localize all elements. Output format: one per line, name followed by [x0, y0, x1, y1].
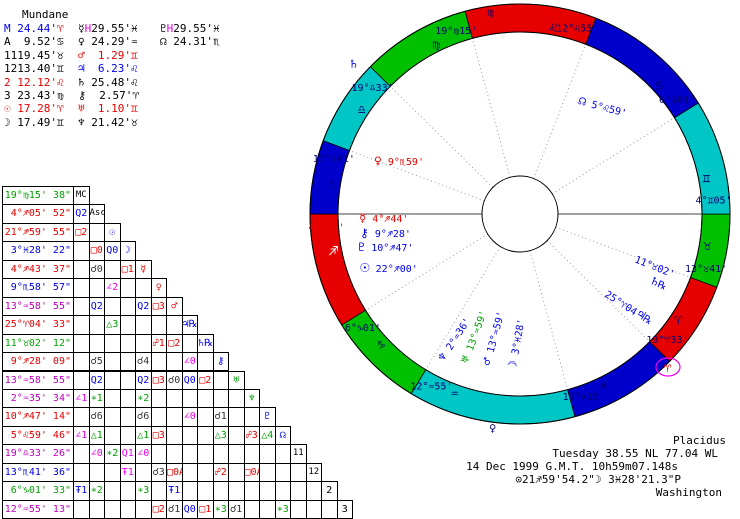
house-cusp-label: 6°♋01' [659, 95, 695, 106]
position-row: ☽ 17.49'♊ [4, 115, 64, 129]
house-cusp-label: 4°♊05' [695, 195, 731, 206]
wheel-planet-moon: ☽ 3°♓28' [505, 317, 527, 368]
zodiac-sign-♏-icon: ♏ [329, 177, 337, 192]
zodiac-sign-♒-icon: ♒ [451, 386, 459, 401]
wheel-planet-chiron: ⚷ 9°♐28' [360, 226, 411, 240]
chart-info-line: Tuesday 38.55 NL 77.04 WL [552, 447, 718, 460]
wheel-planet-node: ☊ 5°♌59' [577, 93, 628, 119]
house-cusp-line [471, 38, 511, 178]
wheel-planet-venus: ♀ 9°♏59' [374, 154, 424, 169]
chart-info-line: ⊙21♐59'54.2"☽ 3♓28'21.3"P [515, 473, 681, 486]
zodiac-sign-♍-icon: ♍ [432, 37, 440, 52]
position-row: A 9.52'♋ [4, 35, 64, 49]
house-cusp-label: 4°♐05' [308, 223, 344, 234]
wheel-center-circle [481, 175, 559, 253]
chart-title: Mundane [22, 8, 69, 21]
house-cusp-label: 19°♈33' [646, 335, 688, 346]
house-cusp-label: 19°♍15' [435, 26, 477, 37]
position-row: 1213.40'♊ [4, 62, 64, 76]
position-row: ♄ 25.48'♌ [78, 75, 138, 89]
house-sector-4 [567, 341, 671, 418]
house-cusp-label: 6°♑01' [345, 323, 381, 334]
wheel-planet-saturn-retro: ♄℞ [649, 274, 669, 293]
position-row: ♅ 1.10'♊ [78, 102, 138, 116]
outer-glyph-top-icon: ♍ [487, 5, 495, 19]
position-row: ♆ 21.42'♉ [78, 115, 138, 129]
wheel-planet-pluto: ♇ 10°♐47' [358, 240, 413, 254]
chart-info-line: Washington [656, 486, 722, 499]
wheel-outer-circle [309, 3, 731, 425]
zodiac-sign-♓-icon: ♓ [600, 379, 608, 394]
position-row: 1119.45'♉ [4, 48, 64, 62]
zodiac-sign-♊-icon: ♊ [703, 172, 711, 187]
position-row: ☊ 24.31'♏ [160, 35, 220, 49]
zodiac-sign-♑-icon: ♑ [377, 337, 385, 352]
house-cusp-line [533, 44, 587, 179]
position-row: ☉ 17.28'♈ [4, 102, 64, 116]
wheel-planet-mercury: ☿ 4°♐44' [359, 211, 408, 225]
aries-point-icon: ♈ [664, 361, 672, 375]
highlight-ellipse [655, 357, 681, 377]
zodiac-sign-♌-icon: ♌ [550, 21, 558, 36]
house-cusp-line [555, 226, 691, 278]
outer-glyph-left-icon: ♄ [350, 57, 357, 71]
house-cusp-line [365, 233, 489, 311]
position-row: 2 12.12'♌ [4, 75, 64, 89]
house-cusp-line [551, 117, 675, 195]
position-row: ♇H29.55'♓ [160, 22, 220, 35]
outer-glyph-bottom-icon: ♀ [489, 421, 496, 435]
position-row: ♂ 1.29'♊ [78, 48, 138, 62]
chart-info-line: Placidus [673, 434, 726, 447]
position-row: ♀ 24.29'♒ [78, 35, 138, 49]
house-cusp-label: 19°♓15' [563, 392, 605, 403]
zodiac-sign-♋-icon: ♋ [655, 79, 663, 94]
house-cusp-label: 19°♎33' [351, 83, 393, 94]
house-cusp-line [529, 250, 569, 390]
house-sector-3 [410, 369, 576, 425]
position-row: 3 23.43'♍ [4, 89, 64, 102]
zodiac-sign-♉-icon: ♉ [704, 239, 712, 254]
house-cusp-line [389, 86, 494, 188]
chart-info-line: 14 Dec 1999 G.M.T. 10h59m07.148s [466, 460, 678, 473]
position-row: ⚷ 2.57'♈ [78, 89, 140, 102]
zodiac-sign-♈-icon: ♈ [674, 313, 682, 328]
house-sector-10 [369, 10, 473, 87]
position-row: ♃ 6.23'♌ [78, 62, 138, 76]
zodiac-sign-♎-icon: ♎ [358, 103, 366, 118]
house-cusp-label: 12°♒55' [410, 382, 452, 393]
position-row: M 24.44'♈ [4, 22, 64, 35]
house-cusp-label: 12°♌55' [556, 24, 598, 35]
house-cusp-label: 13°♏41' [313, 154, 355, 165]
wheel-planet-sun: ☉ 22°♐00' [360, 257, 418, 276]
house-cusp-line [349, 150, 485, 202]
house-cusp-label: 13°♉41' [685, 264, 727, 275]
house-cusp-line [546, 240, 651, 343]
zodiac-sign-♐-icon: ♐ [329, 240, 339, 259]
position-row: ☿H29.55'♓ [78, 22, 138, 35]
house-cusp-line [425, 246, 501, 370]
